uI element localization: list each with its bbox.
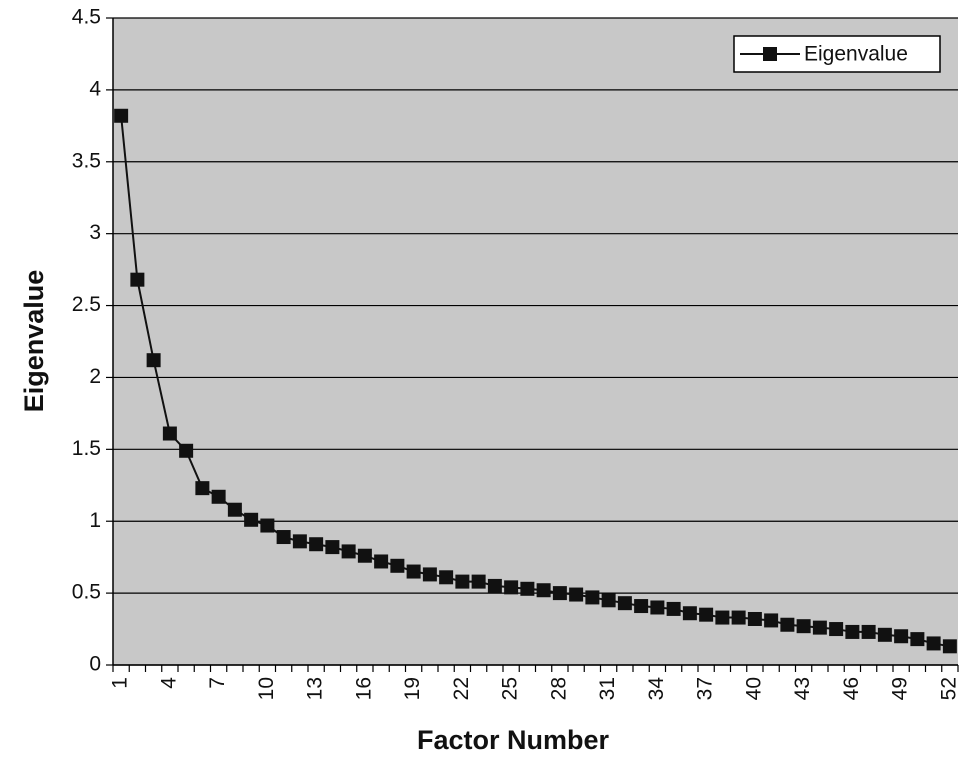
marker xyxy=(406,564,421,579)
x-tick-label: 13 xyxy=(304,677,327,700)
marker xyxy=(715,610,730,625)
marker xyxy=(861,624,876,639)
marker xyxy=(390,558,405,573)
marker xyxy=(699,607,714,622)
y-tick-label: 3 xyxy=(89,221,101,244)
marker xyxy=(309,537,324,552)
marker xyxy=(731,610,746,625)
marker xyxy=(292,534,307,549)
x-tick-label: 31 xyxy=(596,677,619,700)
y-tick-label: 4.5 xyxy=(72,6,101,29)
marker xyxy=(455,574,470,589)
marker xyxy=(796,619,811,634)
x-axis-title: Factor Number xyxy=(417,725,610,755)
marker xyxy=(179,443,194,458)
y-tick-label: 2 xyxy=(89,365,101,388)
y-tick-label: 2.5 xyxy=(72,293,101,316)
marker xyxy=(520,581,535,596)
x-tick-label: 52 xyxy=(937,677,960,700)
marker xyxy=(764,613,779,628)
x-tick-label: 22 xyxy=(450,677,473,700)
x-tick-label: 19 xyxy=(401,677,424,700)
y-tick-label: 1 xyxy=(89,509,101,532)
x-tick-label: 7 xyxy=(206,677,229,689)
x-tick-label: 1 xyxy=(109,677,132,689)
x-tick-label: 16 xyxy=(352,677,375,700)
x-tick-label: 40 xyxy=(742,677,765,700)
plot-area xyxy=(113,18,958,665)
y-axis-title: Eigenvalue xyxy=(19,270,49,413)
y-tick-label: 3.5 xyxy=(72,149,101,172)
marker xyxy=(374,554,389,569)
marker xyxy=(877,627,892,642)
marker xyxy=(211,489,226,504)
legend-marker xyxy=(763,47,777,61)
marker xyxy=(829,622,844,637)
marker xyxy=(146,353,161,368)
marker xyxy=(682,606,697,621)
marker xyxy=(471,574,486,589)
marker xyxy=(845,624,860,639)
marker xyxy=(195,481,210,496)
marker xyxy=(162,426,177,441)
marker xyxy=(747,611,762,626)
y-tick-label: 4 xyxy=(89,77,101,100)
marker xyxy=(325,540,340,555)
marker xyxy=(601,593,616,608)
marker xyxy=(536,583,551,598)
marker xyxy=(130,272,145,287)
marker xyxy=(260,518,275,533)
marker xyxy=(650,600,665,615)
marker xyxy=(894,629,909,644)
x-tick-label: 49 xyxy=(889,677,912,700)
legend-label: Eigenvalue xyxy=(804,43,908,66)
y-tick-label: 0 xyxy=(89,653,101,676)
x-tick-label: 34 xyxy=(645,677,668,701)
marker xyxy=(617,596,632,611)
marker xyxy=(585,590,600,605)
x-tick-label: 28 xyxy=(547,677,570,700)
marker xyxy=(114,108,129,123)
marker xyxy=(422,567,437,582)
x-tick-label: 46 xyxy=(840,677,863,700)
marker xyxy=(487,578,502,593)
marker xyxy=(504,580,519,595)
marker xyxy=(276,530,291,545)
marker xyxy=(634,599,649,614)
marker xyxy=(910,632,925,647)
marker xyxy=(227,502,242,517)
x-tick-label: 10 xyxy=(255,677,278,700)
marker xyxy=(552,586,567,601)
marker xyxy=(942,639,957,654)
x-tick-label: 25 xyxy=(499,677,522,700)
marker xyxy=(357,548,372,563)
y-tick-label: 1.5 xyxy=(72,437,101,460)
x-tick-label: 37 xyxy=(694,677,717,700)
marker xyxy=(569,587,584,602)
marker xyxy=(341,544,356,559)
marker xyxy=(439,570,454,585)
marker xyxy=(780,617,795,632)
x-tick-label: 43 xyxy=(791,677,814,700)
y-tick-label: 0.5 xyxy=(72,581,101,604)
marker xyxy=(812,620,827,635)
series-line xyxy=(120,115,951,648)
marker xyxy=(666,601,681,616)
marker xyxy=(244,512,259,527)
x-tick-label: 4 xyxy=(157,677,180,689)
marker xyxy=(926,636,941,651)
